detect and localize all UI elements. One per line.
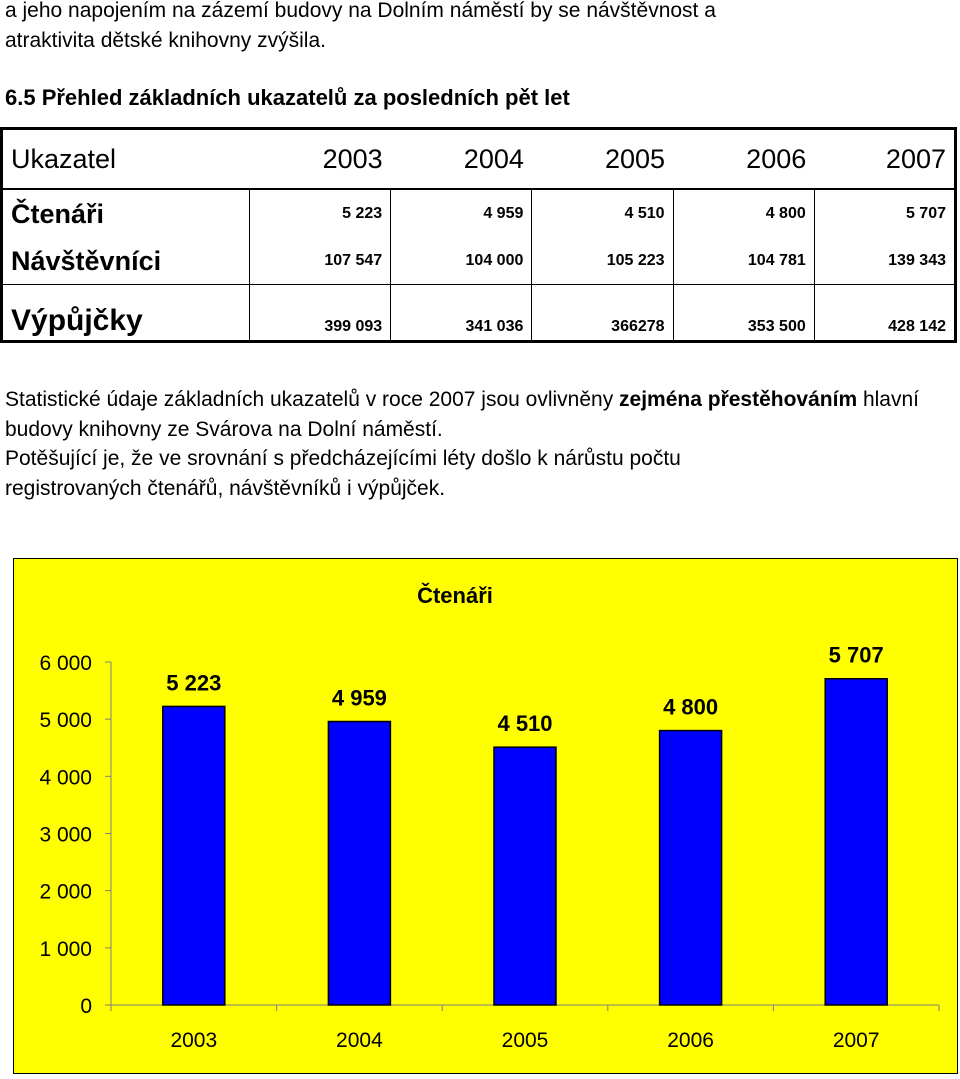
table-header-cell: 2007 bbox=[814, 128, 956, 190]
section-heading: 6.5 Přehled základních ukazatelů za posl… bbox=[5, 85, 570, 110]
bar-value-label: 4 959 bbox=[332, 686, 387, 711]
chart-title: Čtenáři bbox=[417, 583, 493, 608]
bar bbox=[493, 746, 557, 1006]
table-cell: 5 223 bbox=[248, 189, 391, 238]
table-header-cell: 2004 bbox=[390, 128, 532, 190]
x-tick-label: 2006 bbox=[667, 1029, 714, 1052]
table-cell: 105 223 bbox=[531, 238, 674, 285]
row-label: Výpůjčky bbox=[1, 284, 250, 342]
y-tick-label: 6 000 bbox=[39, 652, 92, 675]
bar bbox=[327, 720, 392, 1006]
paragraph-text: Potěšující je, že ve srovnání s předcház… bbox=[5, 447, 681, 470]
table-header-cell: 2003 bbox=[249, 128, 391, 190]
bar-value-label: 5 223 bbox=[166, 670, 221, 695]
intro-text: a jeho napojením na zázemí budovy na Dol… bbox=[5, 0, 945, 56]
table-header-cell: Ukazatel bbox=[1, 128, 250, 190]
table-row: Návštěvníci 107 547 104 000 105 223 104 … bbox=[2, 238, 956, 285]
table-cell: 4 959 bbox=[390, 189, 532, 238]
bar-value-label: 5 707 bbox=[829, 643, 884, 668]
bar bbox=[824, 677, 888, 1006]
x-tick-label: 2005 bbox=[502, 1029, 549, 1052]
table-cell: 341 036 bbox=[390, 284, 532, 342]
paragraph-bold-text: zejména přestěhováním bbox=[619, 388, 858, 411]
table-cell: 139 343 bbox=[813, 238, 956, 285]
table-header-cell: 2005 bbox=[531, 128, 674, 190]
x-tick-label: 2007 bbox=[833, 1029, 880, 1052]
bar-value-label: 4 510 bbox=[497, 711, 552, 736]
indicators-table: Ukazatel 2003 2004 2005 2006 2007 Čtenář… bbox=[0, 127, 957, 343]
intro-line-2: atraktivita dětské knihovny zvýšila. bbox=[5, 29, 326, 52]
table-cell: 107 547 bbox=[248, 238, 391, 285]
table-cell: 399 093 bbox=[248, 284, 391, 342]
bar-value-label: 4 800 bbox=[663, 695, 718, 720]
table-cell: 104 000 bbox=[390, 238, 532, 285]
bar bbox=[162, 705, 226, 1006]
table-header-row: Ukazatel 2003 2004 2005 2006 2007 bbox=[1, 128, 956, 190]
x-tick-label: 2003 bbox=[170, 1029, 217, 1052]
table-cell: 428 142 bbox=[813, 284, 956, 342]
table-cell: 5 707 bbox=[813, 189, 956, 238]
paragraph-text: registrovaných čtenářů, návštěvníků i vý… bbox=[5, 476, 446, 500]
table-row: Výpůjčky 399 093 341 036 366278 353 500 … bbox=[1, 284, 956, 342]
table-row: Čtenáři 5 223 4 959 4 510 4 800 5 707 bbox=[2, 189, 956, 238]
row-label: Čtenáři bbox=[11, 198, 105, 229]
intro-line-1: a jeho napojením na zázemí budovy na Dol… bbox=[5, 0, 716, 22]
bar bbox=[658, 729, 723, 1006]
paragraph-text: Statistické údaje základních ukazatelů v… bbox=[5, 388, 620, 411]
statistics-paragraph: Statistické údaje základních ukazatelů v… bbox=[5, 385, 950, 503]
row-label: Návštěvníci bbox=[11, 245, 162, 276]
table-cell: 104 781 bbox=[672, 238, 815, 285]
y-tick-label: 2 000 bbox=[39, 881, 92, 904]
table-cell: 366278 bbox=[531, 284, 674, 342]
x-tick-label: 2004 bbox=[336, 1029, 383, 1052]
y-tick-label: 0 bbox=[80, 995, 92, 1018]
table-cell: 4 510 bbox=[531, 189, 674, 238]
y-tick-label: 5 000 bbox=[39, 709, 92, 732]
y-tick-label: 3 000 bbox=[39, 824, 92, 847]
chart-svg: Čtenáři 0 1 000 2 000 3 000 4 000 5 000 6 000 5 … bbox=[39, 583, 940, 1052]
y-tick-label: 4 000 bbox=[39, 766, 92, 789]
y-tick-label: 1 000 bbox=[39, 938, 92, 961]
table-cell: 353 500 bbox=[672, 284, 815, 342]
table-header-cell: 2006 bbox=[673, 128, 815, 190]
readers-chart: Čtenáři 0 1 000 2 000 3 000 4 000 5 000 6 000 5 … bbox=[13, 558, 958, 1074]
table-cell: 4 800 bbox=[672, 189, 815, 238]
paragraph-text: hlavní budovy knihovny ze Svárova na Dol… bbox=[5, 388, 919, 441]
